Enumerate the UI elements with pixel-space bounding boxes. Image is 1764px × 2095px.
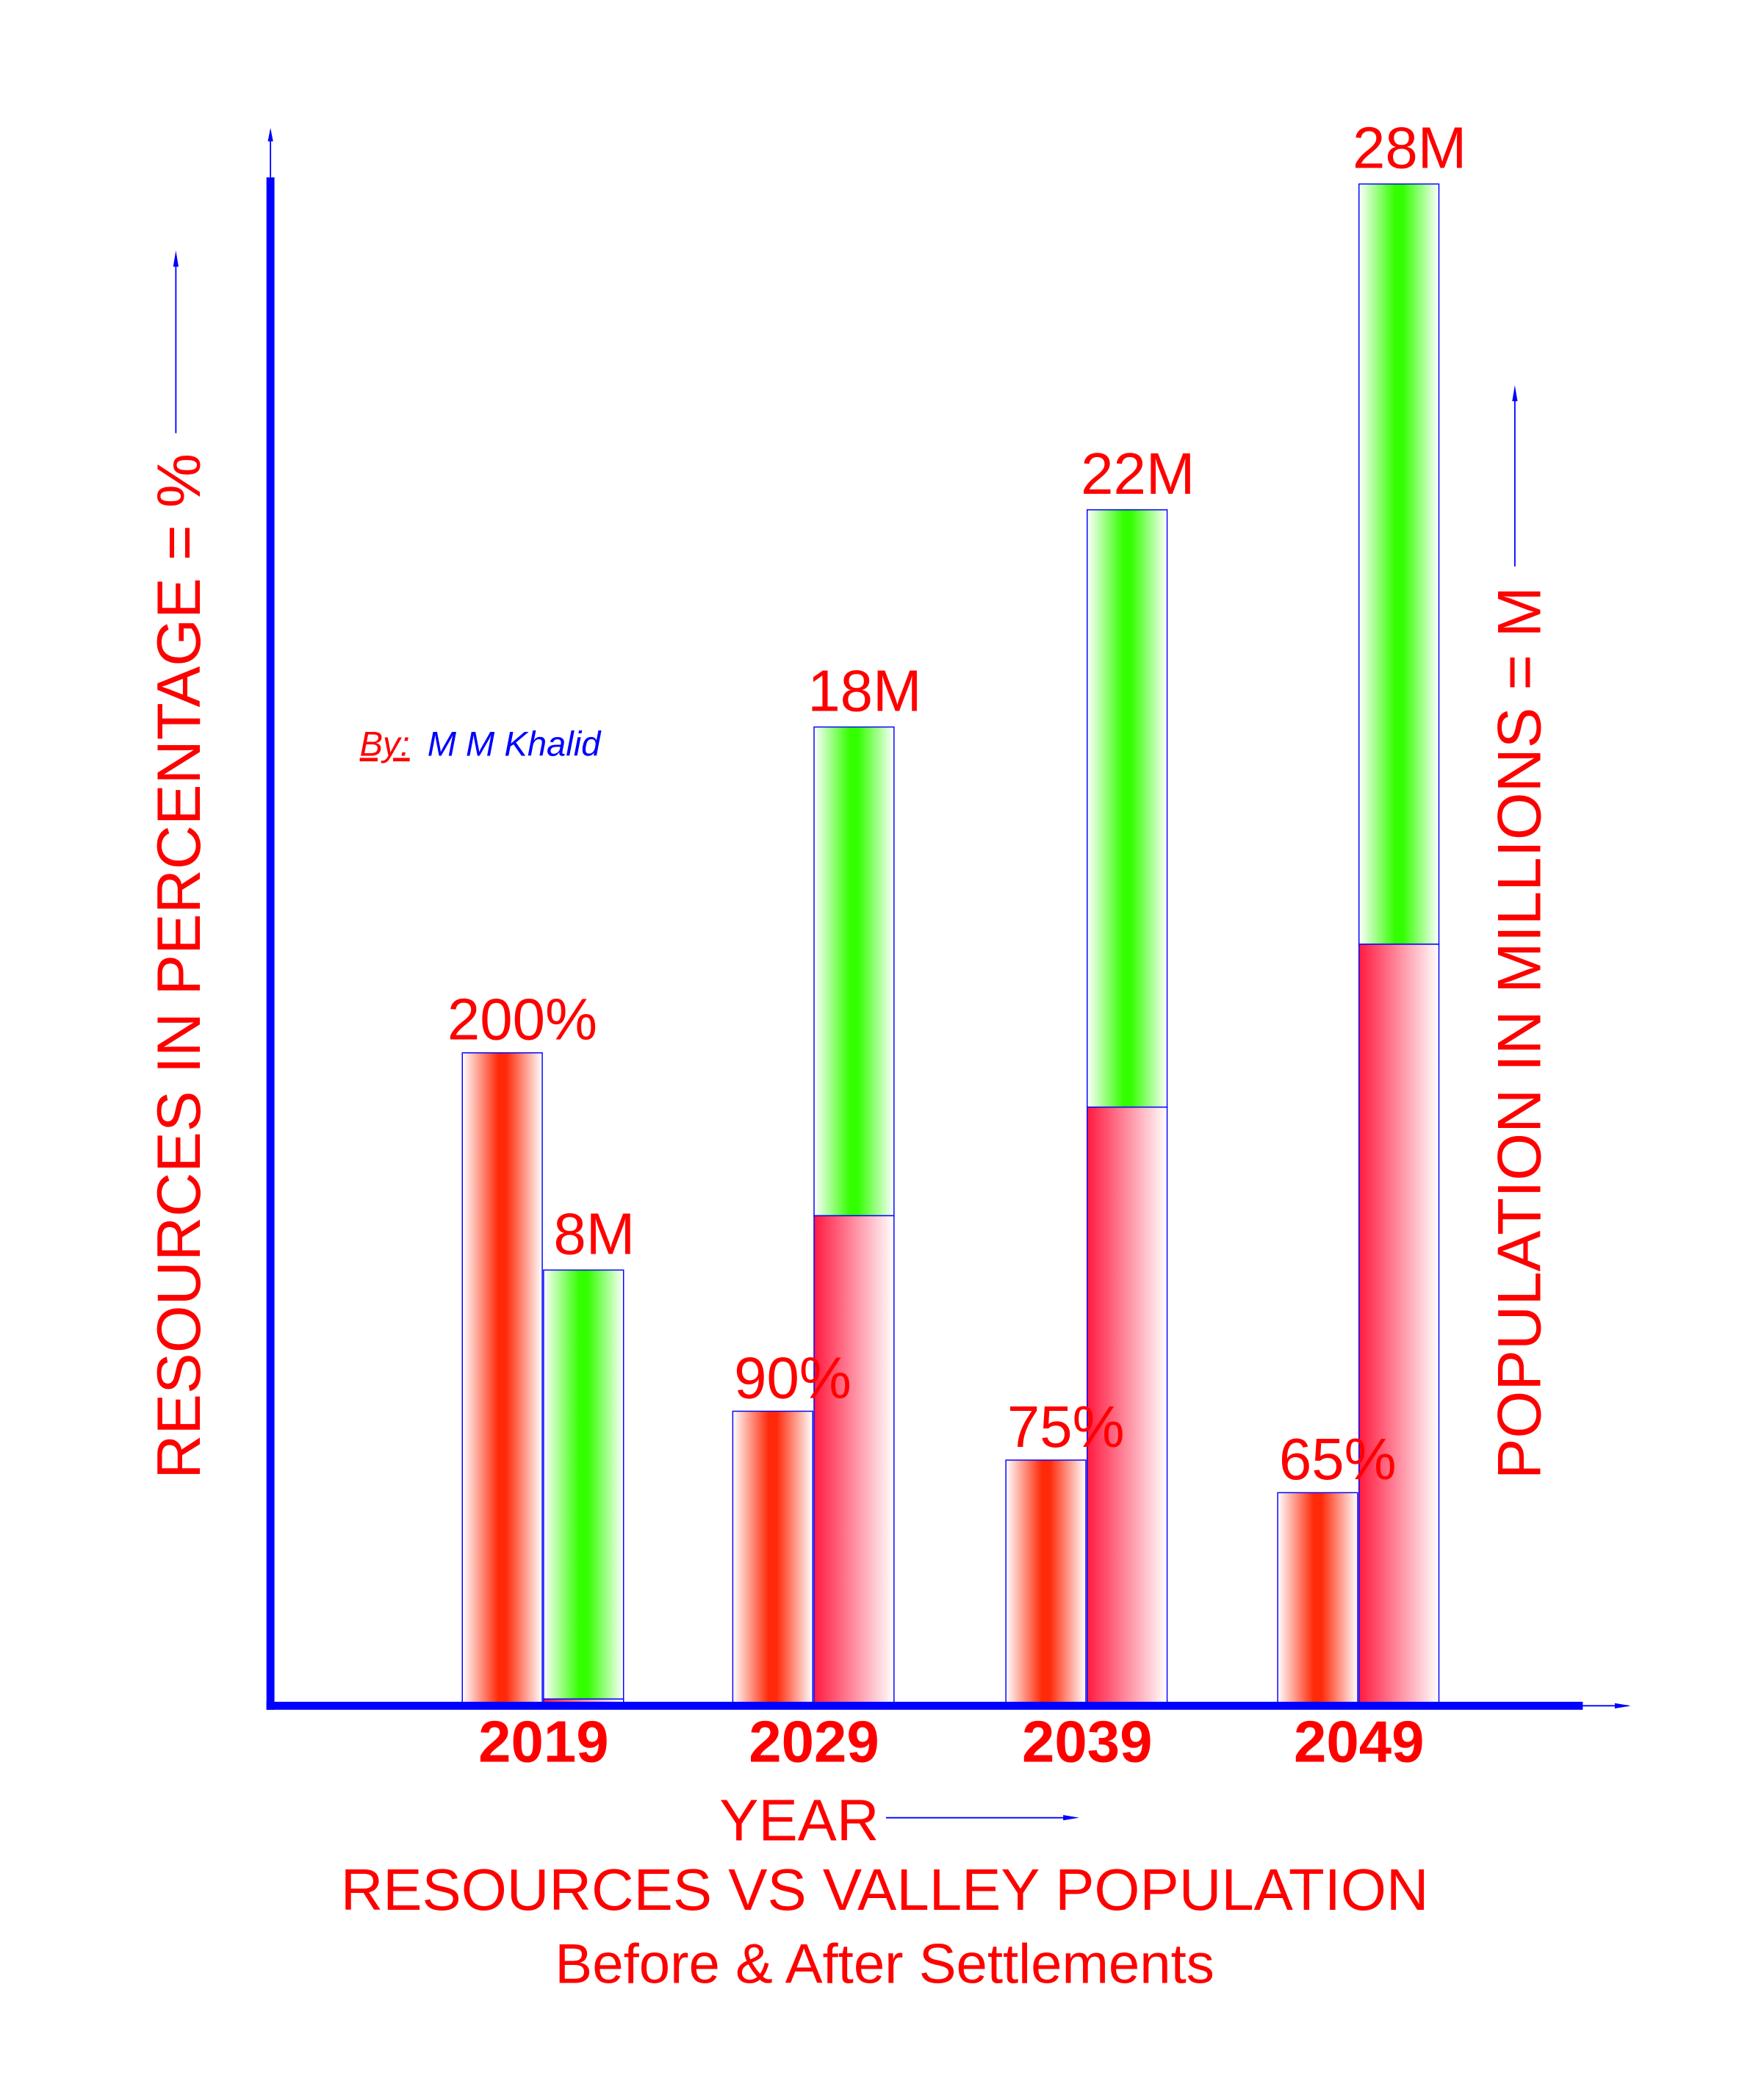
x-tick-label: 2039 [1022, 1709, 1152, 1775]
resource-value-label: 65% [1279, 1426, 1397, 1492]
population-green-segment-2029 [813, 726, 895, 1217]
chart-subtitle: Before & After Settlements [555, 1933, 1214, 1996]
population-value-label: 22M [1081, 441, 1195, 506]
resource-value-label: 200% [447, 987, 597, 1052]
resource-value-label: 75% [1007, 1394, 1125, 1459]
bars [461, 183, 1440, 1706]
x-label-arrowhead [1063, 1815, 1079, 1821]
x-axis-arrowhead [1614, 1703, 1631, 1708]
y-axis-arrowhead [267, 128, 273, 142]
population-green-segment-2019 [543, 1269, 624, 1700]
x-tick-label: 2049 [1294, 1709, 1424, 1775]
y-label-right-arrowhead [1512, 385, 1518, 401]
chart-title: RESOURCES VS VALLEY POPULATION [341, 1857, 1429, 1922]
population-red-segment-2039 [1087, 1106, 1168, 1706]
credit-name: M M Khalid [428, 724, 602, 763]
y-label-left: RESOURCES IN PERCENTAGE = % [144, 453, 213, 1479]
credit: By: M M Khalid [360, 724, 602, 763]
population-green-segment-2049 [1358, 183, 1440, 945]
labels: 200% 8M 2019 90% 18M 2029 75% 22M 2039 65% 28M 2049 [447, 115, 1466, 1775]
population-red-segment-2049 [1358, 944, 1440, 1706]
population-value-label: 8M [553, 1201, 635, 1267]
population-value-label: 18M [807, 658, 921, 724]
x-tick-label: 2029 [749, 1709, 879, 1775]
population-red-segment-2029 [813, 1215, 895, 1706]
resource-bar-2029 [732, 1410, 813, 1706]
credit-prefix: By: [360, 724, 410, 763]
x-label: YEAR [719, 1787, 879, 1853]
population-green-segment-2039 [1087, 509, 1168, 1108]
y-label-left-arrowhead [173, 251, 179, 267]
resource-value-label: 90% [734, 1345, 852, 1410]
y-label-right: POPULATION IN MILLIONS = M [1484, 586, 1553, 1479]
x-tick-label: 2019 [478, 1709, 608, 1775]
population-value-label: 28M [1353, 115, 1466, 181]
resource-bar-2019 [461, 1052, 543, 1706]
resource-bar-2049 [1277, 1492, 1358, 1706]
resource-bar-2039 [1005, 1459, 1087, 1706]
